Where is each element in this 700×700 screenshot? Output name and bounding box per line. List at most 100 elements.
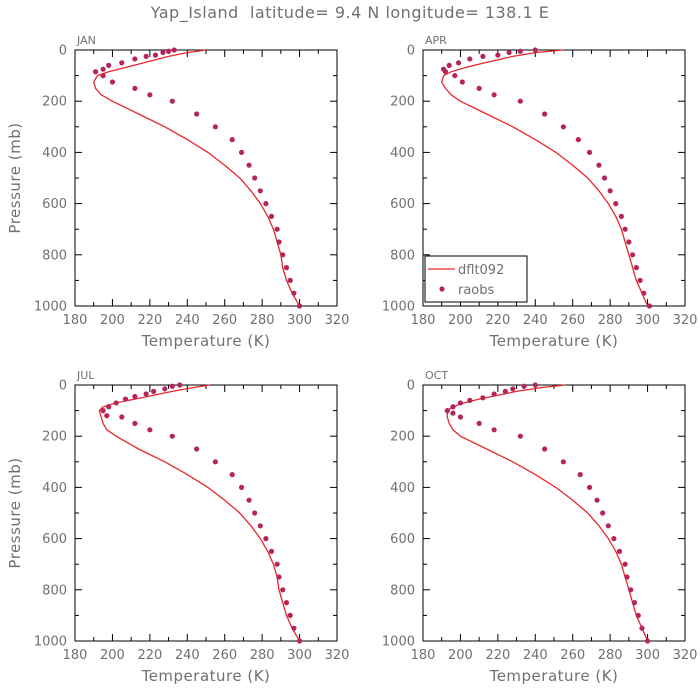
data-point-raobs xyxy=(457,400,464,406)
x-tick-label: 300 xyxy=(287,313,312,328)
data-point-raobs xyxy=(238,149,245,155)
x-tick-label: 220 xyxy=(137,648,162,663)
x-tick-label: 320 xyxy=(673,313,698,328)
data-point-raobs xyxy=(577,472,583,478)
data-point-raobs xyxy=(268,213,275,219)
data-point-raobs xyxy=(106,62,112,68)
data-point-raobs xyxy=(257,188,263,194)
data-point-raobs xyxy=(238,484,245,490)
x-tick-label: 300 xyxy=(635,648,660,663)
data-point-raobs xyxy=(646,303,653,309)
chart-panel-oct: 180 200 220 240 260 280 300 320 0 200 400 600 800 100… xyxy=(382,369,698,685)
data-point-raobs xyxy=(252,175,258,181)
data-point-raobs xyxy=(276,239,282,245)
data-point-raobs xyxy=(635,612,641,619)
data-point-raobs xyxy=(109,79,116,85)
data-point-raobs xyxy=(100,66,106,72)
data-point-raobs xyxy=(605,523,611,529)
data-point-raobs xyxy=(641,290,647,296)
x-tick-label: 320 xyxy=(325,648,350,663)
data-point-raobs xyxy=(476,85,482,91)
data-point-raobs xyxy=(147,427,153,433)
data-point-raobs xyxy=(132,56,138,62)
x-tick-label: 300 xyxy=(635,313,660,328)
x-axis-title: Temperature (K) xyxy=(141,332,271,350)
data-point-raobs xyxy=(450,404,456,410)
data-point-raobs xyxy=(631,600,638,606)
y-tick-label: 800 xyxy=(42,248,67,263)
data-point-raobs xyxy=(630,252,636,258)
data-point-raobs xyxy=(252,510,258,516)
data-point-raobs xyxy=(296,303,303,309)
plot-frame xyxy=(422,384,686,642)
legend-point-swatch xyxy=(439,286,445,292)
data-point-raobs xyxy=(506,49,512,56)
data-point-raobs xyxy=(100,408,106,414)
data-point-raobs xyxy=(280,587,286,593)
x-tick-label: 260 xyxy=(212,648,237,663)
data-point-raobs xyxy=(467,397,473,403)
data-point-raobs xyxy=(622,561,628,567)
data-point-raobs xyxy=(532,382,538,388)
data-point-raobs xyxy=(122,396,129,402)
data-point-raobs xyxy=(113,400,119,406)
y-tick-label: 0 xyxy=(407,379,415,394)
x-tick-label: 200 xyxy=(448,648,473,663)
x-tick-label: 180 xyxy=(411,313,436,328)
data-point-raobs xyxy=(491,92,497,98)
x-tick-label: 260 xyxy=(212,313,237,328)
panel-label: JAN xyxy=(76,34,96,47)
y-tick-label: 1000 xyxy=(382,300,415,315)
data-point-raobs xyxy=(480,395,486,401)
data-point-raobs xyxy=(542,446,548,452)
data-point-raobs xyxy=(521,383,527,389)
y-tick-label: 400 xyxy=(42,481,67,496)
data-point-raobs xyxy=(106,404,112,410)
x-tick-label: 320 xyxy=(673,648,698,663)
data-point-raobs xyxy=(143,391,149,397)
y-tick-label: 400 xyxy=(390,146,415,161)
data-point-raobs xyxy=(613,201,619,207)
data-point-raobs xyxy=(633,265,639,271)
data-point-raobs xyxy=(165,48,172,54)
y-tick-label: 1000 xyxy=(34,635,67,650)
chart-panel-jan: 180 200 220 240 260 280 300 320 0 200 400 600 800 100… xyxy=(6,34,349,350)
y-tick-label: 600 xyxy=(390,532,415,547)
data-point-raobs xyxy=(457,414,464,420)
x-axis-title: Temperature (K) xyxy=(489,667,619,685)
y-tick-label: 200 xyxy=(390,430,415,445)
data-point-raobs xyxy=(104,413,110,419)
data-point-raobs xyxy=(622,226,628,232)
data-point-raobs xyxy=(162,386,168,392)
x-axis-title: Temperature (K) xyxy=(141,667,271,685)
y-tick-label: 400 xyxy=(390,481,415,496)
x-tick-label: 260 xyxy=(560,648,585,663)
data-point-raobs xyxy=(169,98,175,104)
x-tick-label: 180 xyxy=(63,313,88,328)
chart-panel-apr: 180 200 220 240 260 280 300 320 0 200 400 600 800 100… xyxy=(382,34,698,350)
x-tick-label: 200 xyxy=(100,313,125,328)
data-point-raobs xyxy=(169,433,175,439)
data-point-raobs xyxy=(291,290,297,296)
data-point-raobs xyxy=(287,612,293,619)
x-tick-label: 280 xyxy=(250,313,275,328)
data-point-raobs xyxy=(212,459,218,465)
y-tick-label: 1000 xyxy=(382,635,415,650)
y-tick-label: 0 xyxy=(407,44,415,59)
data-point-raobs xyxy=(517,98,523,104)
panel-label: JUL xyxy=(76,369,95,382)
panel-label: OCT xyxy=(425,369,448,382)
data-point-raobs xyxy=(446,62,452,68)
y-tick-label: 1000 xyxy=(34,300,67,315)
x-tick-label: 300 xyxy=(287,648,312,663)
data-point-raobs xyxy=(169,383,175,389)
y-tick-label: 600 xyxy=(42,532,67,547)
data-point-raobs xyxy=(444,408,450,414)
data-point-raobs xyxy=(455,60,462,66)
data-point-raobs xyxy=(491,427,497,433)
data-point-raobs xyxy=(491,391,497,397)
data-point-raobs xyxy=(594,497,600,503)
legend-box xyxy=(424,255,528,303)
x-tick-label: 200 xyxy=(100,648,125,663)
